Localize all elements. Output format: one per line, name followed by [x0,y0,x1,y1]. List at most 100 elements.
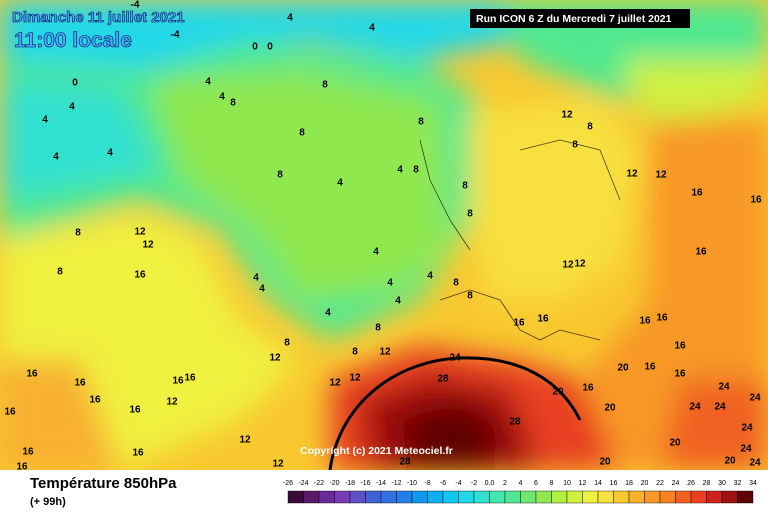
contour-label: 8 [75,228,81,239]
contour-label: 8 [467,209,473,220]
contour-label: 24 [749,393,761,404]
contour-label: 20 [724,456,736,467]
contour-label: 8 [375,323,381,334]
contour-label: 4 [387,278,393,289]
colorbar-tick-label: 26 [687,480,695,487]
contour-label: 16 [132,448,144,459]
colorbar-cell [303,490,320,504]
contour-label: 16 [656,313,668,324]
contour-label: 12 [349,373,361,384]
colorbar-cell [427,490,444,504]
contour-label: 16 [74,378,86,389]
contour-label: 0 [252,42,258,53]
colorbar-tick-label: 22 [656,480,664,487]
colorbar-tick-label: -10 [407,480,417,487]
contour-label: 4 [69,102,75,113]
contour-label: 0 [267,42,273,53]
colorbar-cell [737,490,754,504]
forecast-time: 11:00 locale [14,29,132,52]
contour-label: 12 [379,347,391,358]
contour-label: 16 [750,195,762,206]
colorbar-cell [675,490,692,504]
colorbar-tick-label: -2 [471,480,477,487]
contour-label: 16 [172,376,184,387]
contour-label: -4 [131,0,140,11]
colorbar-tick-label: -4 [455,480,461,487]
colorbar-cell [504,490,521,504]
contour-label: 16 [537,314,549,325]
colorbar-tick-label: -6 [440,480,446,487]
contour-label: 4 [395,296,401,307]
colorbar-tick-label: -8 [424,480,430,487]
contour-label: 8 [418,117,424,128]
colorbar-tick-label: 30 [718,480,726,487]
colorbar-tick-label: 6 [534,480,538,487]
contour-label: 12 [239,435,251,446]
contour-label: 8 [277,170,283,181]
contour-label: 24 [689,402,701,413]
contour-label: 8 [299,128,305,139]
contour-label: 4 [53,152,59,163]
contour-label: 24 [741,423,753,434]
contour-label: 8 [467,291,473,302]
colorbar-cell [365,490,382,504]
colorbar-cell [721,490,738,504]
contour-label: 8 [284,338,290,349]
contour-label: 12 [272,459,284,470]
contour-label: 8 [572,140,578,151]
contour-label: 12 [626,169,638,180]
contour-label: 24 [718,382,730,393]
colorbar-tick-label: -20 [329,480,339,487]
colorbar-tick-label: 12 [579,480,587,487]
contour-label: 24 [749,458,761,469]
contour-label: 4 [337,178,343,189]
contour-label: 12 [269,353,281,364]
contour-label: 16 [691,188,703,199]
contour-label: 4 [107,148,113,159]
contour-label: 20 [604,403,616,414]
contour-label: 4 [369,23,375,34]
contour-label: 20 [669,438,681,449]
colorbar-cell [396,490,413,504]
contour-label: 20 [599,457,611,468]
temperature-field [0,0,768,471]
colorbar-tick-label: 10 [563,480,571,487]
colorbar-cell [597,490,614,504]
contour-label: 8 [352,347,358,358]
contour-label: 24 [714,402,726,413]
run-info: Run ICON 6 Z du Mercredi 7 juillet 2021 [476,13,672,25]
colorbar-cell [411,490,428,504]
contour-label: 4 [325,308,331,319]
contour-label: 12 [166,397,178,408]
contour-label: 4 [427,271,433,282]
contour-label: 8 [57,267,63,278]
contour-label: 16 [674,369,686,380]
colorbar-tick-label: 0.0 [485,480,495,487]
colorbar-tick-label: -14 [376,480,386,487]
colorbar-tick-label: -12 [391,480,401,487]
colorbar-tick-label: 8 [550,480,554,487]
colorbar-cell [287,490,304,504]
forecast-date: Dimanche 11 juillet 2021 [12,9,185,26]
contour-label: 12 [655,170,667,181]
colorbar-tick-label: 24 [672,480,680,487]
colorbar-cell [613,490,630,504]
contour-label: 4 [253,273,259,284]
colorbar-tick-label: -16 [360,480,370,487]
contour-label: 8 [462,181,468,192]
contour-label: 24 [449,353,461,364]
contour-label: 16 [674,341,686,352]
contour-label: 16 [16,462,28,473]
colorbar-cell [458,490,475,504]
colorbar-cell [566,490,583,504]
contour-label: 4 [219,92,225,103]
footer-title: Température 850hPa [30,475,177,492]
contour-label: 12 [574,259,586,270]
colorbar-cell [473,490,490,504]
contour-label: -4 [171,30,180,41]
colorbar-cell [318,490,335,504]
colorbar-cell [535,490,552,504]
contour-label: 4 [373,247,379,258]
